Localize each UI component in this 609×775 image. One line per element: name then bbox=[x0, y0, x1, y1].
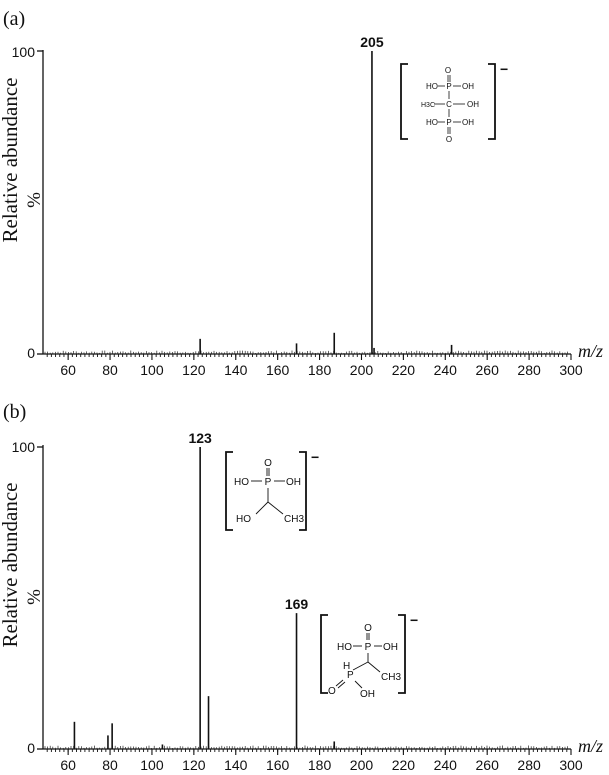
x-tick-label: 160 bbox=[266, 362, 290, 378]
panel-b-ytick-0: 0 bbox=[27, 740, 35, 756]
peak-label-123: 123 bbox=[188, 430, 212, 446]
panel-b-s1-atom-ho-2: HO bbox=[236, 514, 251, 525]
x-tick-label: 200 bbox=[350, 757, 374, 773]
panel-a-structure-charge: − bbox=[500, 61, 508, 77]
panel-a-structure-r1-left: HO bbox=[426, 82, 438, 91]
x-tick-label: 180 bbox=[308, 757, 332, 773]
x-tick-label: 200 bbox=[350, 362, 374, 378]
panel-b-s2-atom-oh: OH bbox=[383, 642, 398, 653]
panel-a-baseline-noise bbox=[44, 350, 568, 354]
x-tick-label: 280 bbox=[517, 362, 541, 378]
x-tick-label: 300 bbox=[559, 757, 583, 773]
panel-b-structure-2-charge: − bbox=[410, 612, 418, 628]
peak-label-205: 205 bbox=[360, 34, 384, 50]
panel-b-s1-atom-ho: HO bbox=[234, 477, 249, 488]
panel-b-s2-atom-oh-2: OH bbox=[360, 689, 375, 700]
x-tick-label: 300 bbox=[559, 362, 583, 378]
panel-a: (a) Relative abundance % 100 0 60 80 100 12… bbox=[0, 8, 603, 378]
panel-b-peaks: 123 169 bbox=[73, 430, 336, 749]
panel-b-s1-atom-p: P bbox=[265, 477, 272, 488]
panel-b-xlabel: m/z bbox=[578, 736, 603, 756]
panel-a-label: (a) bbox=[3, 8, 25, 30]
x-tick-label: 180 bbox=[308, 362, 332, 378]
panel-b-s1-atom-o: O bbox=[264, 458, 272, 469]
x-tick-label: 240 bbox=[434, 757, 458, 773]
panel-b-ylabel: Relative abundance bbox=[0, 482, 22, 647]
x-tick-label: 140 bbox=[224, 757, 248, 773]
panel-a-xlabel: m/z bbox=[578, 341, 603, 361]
panel-a-structure-top-o: O bbox=[445, 66, 451, 75]
panel-a-structure-r1-center: P bbox=[446, 82, 451, 91]
x-tick-label: 100 bbox=[140, 362, 164, 378]
panel-a-ytick-100: 100 bbox=[12, 44, 36, 60]
panel-a-structure: − O HO P OH H3C C OH HO P OH O bbox=[400, 61, 508, 144]
x-tick-label: 160 bbox=[266, 757, 290, 773]
x-tick-label: 260 bbox=[476, 757, 500, 773]
panel-a-ylabel: Relative abundance bbox=[0, 77, 22, 242]
panel-b-s1-atom-ch3: CH3 bbox=[284, 514, 304, 525]
panel-b-structure-1: − O P HO OH HO CH3 bbox=[225, 449, 319, 531]
x-tick-label: 280 bbox=[517, 757, 541, 773]
panel-b-s1-atom-oh: OH bbox=[286, 477, 301, 488]
panel-a-structure-bottom-o: O bbox=[446, 135, 452, 144]
panel-b: (b) Relative abundance % 100 0 60 80 100 12… bbox=[0, 401, 603, 773]
x-tick-label: 80 bbox=[102, 362, 118, 378]
x-tick-label: 100 bbox=[140, 757, 164, 773]
panel-b-minor-ticks bbox=[46, 749, 572, 752]
panel-a-ytick-0: 0 bbox=[27, 345, 35, 361]
panel-a-structure-r1-right: OH bbox=[462, 82, 474, 91]
x-tick-label: 120 bbox=[182, 362, 206, 378]
panel-b-ytick-100: 100 bbox=[12, 439, 36, 455]
panel-a-peaks: 205 bbox=[199, 34, 453, 354]
x-tick-label: 240 bbox=[434, 362, 458, 378]
peak-label-169: 169 bbox=[285, 596, 309, 612]
panel-a-structure-r2-left: H3C bbox=[421, 102, 435, 109]
panel-b-s2-atom-ch3: CH3 bbox=[381, 672, 401, 683]
x-tick-label: 80 bbox=[102, 757, 118, 773]
panel-b-major-ticks: 60 80 100 120 140 160 180 200 220 240 260 280 300 bbox=[60, 749, 583, 773]
panel-b-s2-atom-p: P bbox=[365, 642, 372, 653]
panel-b-label: (b) bbox=[3, 401, 26, 423]
panel-a-structure-r2-right: OH bbox=[467, 100, 479, 109]
panel-a-structure-r2-center: C bbox=[446, 100, 452, 109]
x-tick-label: 120 bbox=[182, 757, 206, 773]
panel-b-s2-atom-o: O bbox=[364, 623, 372, 634]
panel-a-ylabel-unit: % bbox=[24, 192, 45, 208]
x-tick-label: 260 bbox=[476, 362, 500, 378]
panel-b-ylabel-unit: % bbox=[24, 589, 45, 605]
x-tick-label: 60 bbox=[60, 362, 76, 378]
panel-b-s2-atom-p-2: P bbox=[347, 670, 354, 681]
panel-a-structure-r3-right: OH bbox=[462, 118, 474, 127]
panel-b-structure-2: − O P HO OH H P CH3 O OH bbox=[320, 612, 418, 700]
panel-a-structure-r3-center: P bbox=[446, 118, 451, 127]
x-tick-label: 220 bbox=[392, 362, 416, 378]
panel-a-major-ticks: 60 80 100 120 140 160 180 200 220 240 260 280 300 bbox=[60, 354, 583, 378]
panel-b-s2-atom-o-2: O bbox=[328, 686, 336, 697]
panel-a-structure-r3-left: HO bbox=[426, 118, 438, 127]
x-tick-label: 140 bbox=[224, 362, 248, 378]
panel-b-structure-1-charge: − bbox=[311, 449, 319, 465]
x-tick-label: 60 bbox=[60, 757, 76, 773]
panel-b-s2-atom-ho: HO bbox=[337, 642, 352, 653]
panel-b-s2-atom-h: H bbox=[343, 661, 350, 672]
x-tick-label: 220 bbox=[392, 757, 416, 773]
